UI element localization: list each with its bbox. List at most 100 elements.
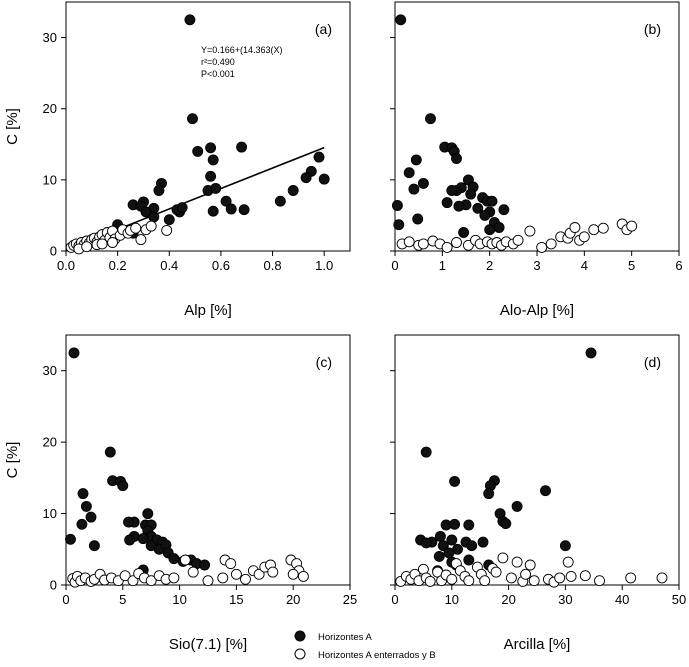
point-horizontes-a: [395, 14, 407, 26]
x-tick-label: 0.6: [212, 258, 230, 273]
point-horizontes-a-enterrados-y-b: [240, 573, 251, 585]
y-tick-label: 0: [50, 244, 57, 259]
point-horizontes-a: [493, 222, 505, 233]
point-horizontes-a: [463, 519, 475, 531]
point-horizontes-a: [220, 195, 232, 207]
point-horizontes-a: [540, 485, 551, 497]
point-horizontes-a: [77, 488, 89, 500]
point-horizontes-a: [68, 347, 80, 359]
point-horizontes-a: [559, 540, 571, 552]
point-horizontes-a-enterrados-y-b: [479, 575, 491, 587]
plot-frame-a: [65, 1, 351, 252]
x-axis-label: Sio(7.1) [%]: [169, 636, 247, 653]
point-horizontes-a: [184, 14, 196, 26]
point-horizontes-a-enterrados-y-b: [446, 573, 458, 585]
point-horizontes-a-enterrados-y-b: [505, 572, 517, 584]
point-horizontes-a-enterrados-y-b: [578, 231, 590, 243]
panel-d: 0 10 20 30 40 50 (d) Arcilla [%]: [390, 334, 686, 653]
x-tick-label: 0.2: [109, 258, 127, 273]
point-horizontes-a-enterrados-y-b: [625, 572, 637, 584]
point-horizontes-a: [65, 533, 76, 545]
y-tick-label: 20: [43, 435, 57, 450]
point-horizontes-a-enterrados-y-b: [168, 572, 180, 584]
point-horizontes-a: [479, 209, 491, 221]
point-horizontes-a-enterrados-y-b: [536, 241, 548, 253]
x-tick-label: 15: [229, 592, 243, 607]
point-horizontes-a-enterrados-y-b: [451, 237, 462, 248]
point-horizontes-a: [446, 534, 458, 546]
x-tick-label: 1: [439, 258, 446, 273]
point-horizontes-a: [393, 219, 405, 231]
regression-equation-line: P<0.001: [201, 69, 235, 79]
point-horizontes-a-enterrados-y-b: [528, 575, 540, 587]
point-horizontes-a: [207, 154, 219, 166]
point-horizontes-a-enterrados-y-b: [161, 224, 173, 236]
point-horizontes-a: [85, 511, 97, 523]
point-horizontes-a-enterrados-y-b: [562, 556, 574, 568]
point-horizontes-a-enterrados-y-b: [524, 225, 536, 237]
point-horizontes-a: [140, 206, 152, 218]
point-horizontes-a: [437, 540, 449, 552]
point-horizontes-a-enterrados-y-b: [441, 241, 453, 253]
point-horizontes-a-enterrados-y-b: [135, 234, 147, 246]
point-horizontes-a-enterrados-y-b: [524, 559, 536, 571]
point-horizontes-a-enterrados-y-b: [545, 238, 557, 250]
point-horizontes-a: [446, 185, 458, 196]
point-horizontes-a: [192, 145, 204, 157]
plot-frame-b: [394, 1, 680, 252]
y-tick-label: 10: [43, 506, 57, 521]
point-horizontes-a: [458, 227, 470, 238]
point-horizontes-a: [408, 183, 420, 195]
point-horizontes-a-enterrados-y-b: [230, 568, 242, 580]
point-horizontes-a: [80, 500, 92, 512]
point-horizontes-a-enterrados-y-b: [424, 575, 436, 587]
x-axis-label: Alo-Alp [%]: [500, 302, 574, 319]
point-horizontes-a-enterrados-y-b: [297, 570, 309, 582]
point-horizontes-a: [238, 204, 250, 216]
point-horizontes-a-enterrados-y-b: [179, 554, 191, 566]
point-horizontes-a-enterrados-y-b: [417, 238, 429, 250]
point-horizontes-a-enterrados-y-b: [594, 575, 605, 587]
x-tick-label: 2: [486, 258, 493, 273]
x-tick-label: 10: [172, 592, 186, 607]
point-horizontes-a: [117, 480, 129, 492]
point-horizontes-a: [449, 475, 461, 487]
y-tick-label: 30: [43, 30, 57, 45]
x-tick-label: 0: [391, 592, 398, 607]
point-horizontes-a: [153, 185, 165, 196]
point-horizontes-a: [511, 500, 523, 512]
point-horizontes-a: [441, 197, 453, 209]
x-tick-label: 20: [286, 592, 300, 607]
point-horizontes-a: [313, 151, 325, 163]
point-horizontes-a: [210, 182, 222, 194]
point-horizontes-a-enterrados-y-b: [119, 570, 131, 582]
point-horizontes-a-enterrados-y-b: [225, 558, 237, 570]
point-horizontes-a-enterrados-y-b: [217, 572, 229, 584]
point-horizontes-a: [484, 224, 496, 236]
plot-frame-d: [394, 334, 680, 586]
point-horizontes-a: [465, 188, 477, 200]
point-horizontes-a-enterrados-y-b: [588, 224, 600, 236]
panel-label: (b): [644, 21, 661, 37]
point-horizontes-a: [420, 446, 432, 458]
point-horizontes-a-enterrados-y-b: [130, 222, 142, 234]
panel-label: (d): [644, 354, 661, 370]
point-horizontes-a: [104, 446, 116, 458]
point-horizontes-a: [410, 154, 422, 166]
point-horizontes-a: [417, 177, 429, 189]
point-horizontes-a: [225, 203, 237, 215]
point-horizontes-a-enterrados-y-b: [267, 566, 279, 578]
point-horizontes-a: [425, 113, 436, 125]
x-tick-label: 50: [672, 592, 686, 607]
point-horizontes-a: [124, 534, 136, 546]
point-horizontes-a-enterrados-y-b: [511, 556, 523, 568]
panel-c: 0 5 10 15 20 25 0 10 20 30 (c) Sio(7.1) [%] C [%]: [4, 334, 357, 653]
x-tick-label: 5: [628, 258, 635, 273]
point-horizontes-a: [199, 559, 211, 571]
panel-b: 0 1 2 3 4 5 6 (b) Alo-Alp [%]: [390, 1, 683, 319]
point-horizontes-a: [76, 518, 88, 530]
point-horizontes-a: [88, 540, 100, 552]
panel-label: (a): [315, 21, 332, 37]
